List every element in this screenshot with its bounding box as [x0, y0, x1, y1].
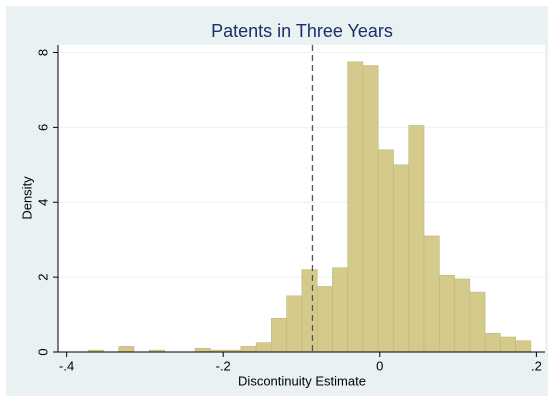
bar — [240, 346, 257, 353]
bar — [286, 295, 303, 353]
bar — [271, 318, 287, 353]
chart-title: Patents in Three Years — [211, 21, 393, 41]
y-tick-label: 0 — [35, 348, 50, 355]
y-tick-label: 4 — [35, 199, 50, 206]
x-tick-label: -.4 — [59, 358, 74, 373]
bar — [316, 286, 333, 353]
bar — [469, 291, 486, 353]
y-axis-title: Density — [19, 176, 34, 220]
x-tick-label: .2 — [531, 358, 542, 373]
bar — [347, 61, 364, 353]
bar — [393, 164, 410, 353]
bar — [484, 332, 501, 353]
bar — [301, 269, 318, 353]
y-tick-label: 8 — [35, 49, 50, 56]
bar — [408, 125, 425, 353]
bar — [332, 267, 348, 353]
y-tick-label: 6 — [35, 124, 50, 131]
bar — [118, 346, 135, 353]
bar — [500, 336, 516, 353]
bar — [454, 278, 471, 353]
bar — [515, 340, 532, 353]
bar — [194, 347, 211, 353]
x-tick-label: 0 — [376, 358, 383, 373]
bar — [423, 235, 440, 353]
bar — [255, 342, 272, 353]
y-tick-label: 2 — [35, 274, 50, 281]
x-axis-title: Discontinuity Estimate — [238, 373, 366, 388]
bar — [439, 274, 455, 353]
x-tick-label: -.2 — [216, 358, 231, 373]
bar — [377, 149, 394, 353]
bar — [362, 65, 379, 353]
